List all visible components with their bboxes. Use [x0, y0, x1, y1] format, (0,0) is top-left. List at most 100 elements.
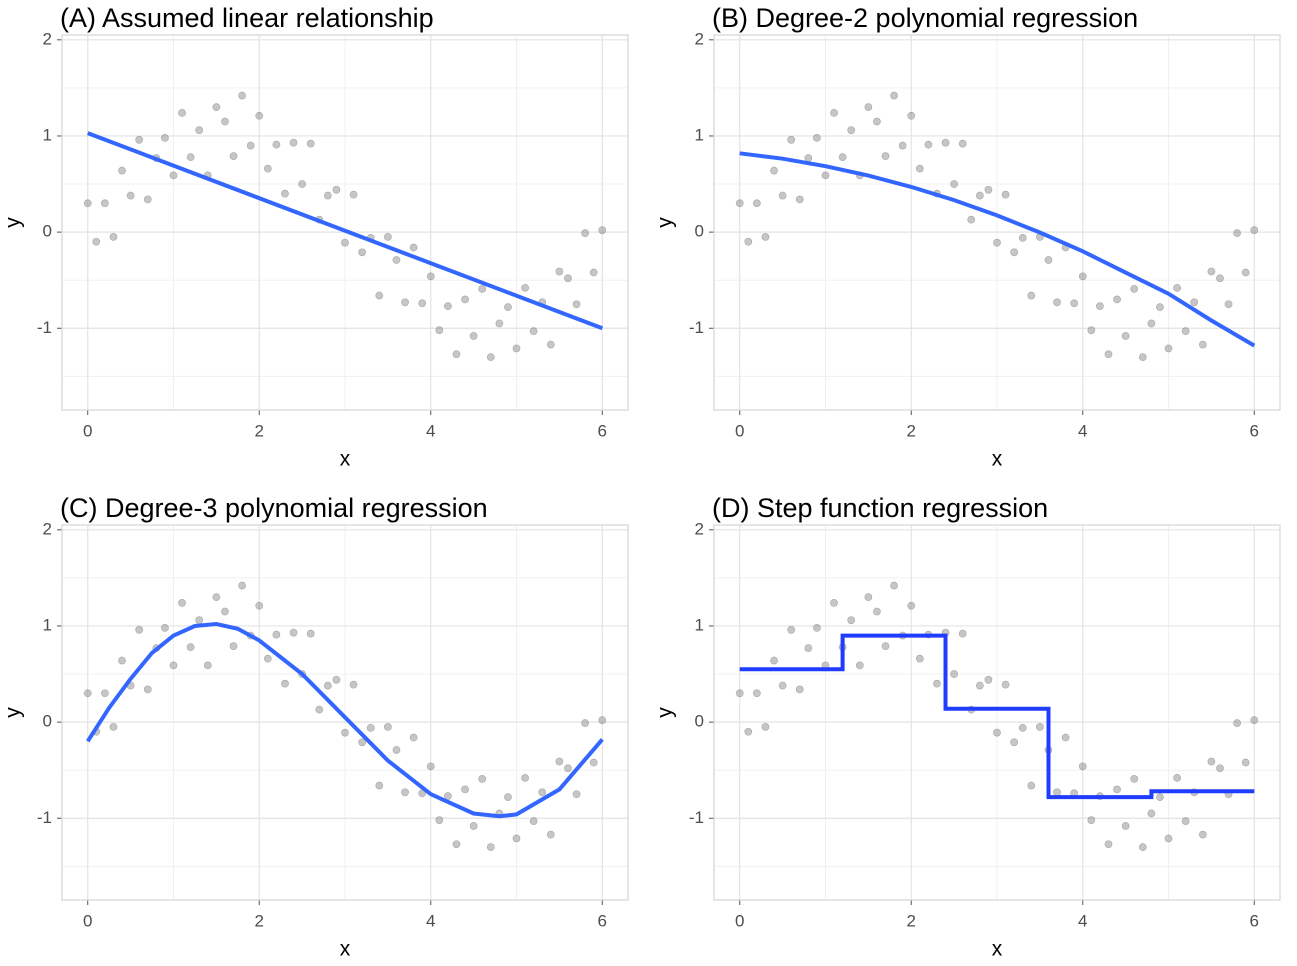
point — [383, 233, 392, 241]
point — [263, 654, 272, 663]
panel-border — [61, 34, 629, 411]
point — [332, 185, 341, 194]
point — [546, 830, 555, 839]
point — [1078, 762, 1087, 771]
point — [495, 319, 504, 328]
fit-line — [739, 151, 1256, 348]
point — [1147, 319, 1156, 328]
point — [1121, 332, 1130, 340]
y-tick-label: -1 — [689, 318, 704, 337]
point — [272, 630, 281, 639]
point — [461, 785, 469, 794]
point — [332, 675, 341, 684]
point — [752, 199, 761, 208]
point — [212, 103, 221, 112]
point — [984, 185, 993, 194]
point — [589, 268, 598, 277]
point — [126, 191, 135, 200]
point — [358, 248, 367, 257]
point — [418, 299, 427, 308]
point — [186, 643, 195, 652]
point — [915, 164, 924, 173]
panel-title: (A) Assumed linear relationship — [60, 3, 434, 33]
point — [92, 237, 101, 246]
point — [452, 350, 461, 359]
point — [581, 229, 590, 237]
fit-line — [739, 633, 1255, 800]
point — [864, 593, 873, 602]
y-tick-label: 1 — [43, 125, 52, 144]
point — [238, 91, 246, 100]
point — [967, 215, 976, 224]
point — [546, 340, 555, 349]
point — [100, 689, 109, 698]
point — [1027, 781, 1036, 790]
point — [358, 738, 367, 747]
point — [478, 774, 487, 783]
point — [838, 153, 847, 162]
point — [950, 180, 959, 188]
point — [572, 790, 581, 799]
point — [907, 601, 916, 610]
x-tick-label: 0 — [735, 421, 744, 440]
point — [735, 199, 744, 208]
point — [100, 199, 109, 208]
point — [1224, 300, 1233, 309]
point — [1061, 733, 1070, 742]
point — [735, 689, 744, 698]
point — [246, 141, 255, 150]
point — [221, 607, 229, 616]
point — [143, 195, 152, 204]
point — [1121, 822, 1130, 830]
point — [383, 723, 392, 731]
panel-title: (B) Degree-2 polynomial regression — [712, 3, 1138, 33]
point — [795, 685, 804, 694]
point — [830, 598, 838, 607]
point — [469, 822, 478, 830]
x-tick-label: 0 — [83, 911, 92, 930]
point — [529, 817, 538, 826]
point — [178, 598, 186, 607]
point — [169, 661, 178, 670]
point — [1104, 840, 1113, 849]
point — [109, 233, 118, 241]
point — [221, 117, 229, 126]
point — [504, 793, 512, 802]
point — [598, 716, 607, 725]
x-tick-label: 4 — [1078, 421, 1087, 440]
point — [1096, 302, 1104, 311]
point — [392, 746, 401, 754]
point — [993, 238, 1001, 247]
point — [1216, 764, 1224, 773]
point — [118, 166, 126, 175]
x-tick-label: 0 — [735, 911, 744, 930]
point — [898, 141, 907, 150]
point — [298, 180, 307, 188]
point — [1010, 738, 1019, 747]
point — [907, 111, 916, 120]
y-tick-label: 0 — [695, 712, 704, 731]
point — [238, 581, 246, 590]
point — [881, 642, 890, 651]
point — [873, 117, 881, 126]
y-tick-label: -1 — [37, 808, 52, 827]
point — [1156, 303, 1164, 312]
point — [1173, 773, 1181, 782]
point — [1053, 788, 1061, 797]
point — [589, 758, 598, 767]
point — [83, 199, 92, 208]
x-axis-label: x — [340, 448, 351, 471]
y-axis-label: y — [654, 707, 677, 718]
point — [915, 654, 924, 663]
point — [581, 719, 590, 727]
point — [1233, 229, 1242, 237]
point — [135, 135, 144, 144]
point — [1070, 299, 1079, 308]
point — [761, 723, 770, 731]
point — [161, 133, 169, 142]
point — [375, 781, 384, 790]
point — [752, 689, 761, 698]
point — [1078, 272, 1087, 281]
point — [203, 661, 212, 670]
point — [744, 727, 753, 736]
